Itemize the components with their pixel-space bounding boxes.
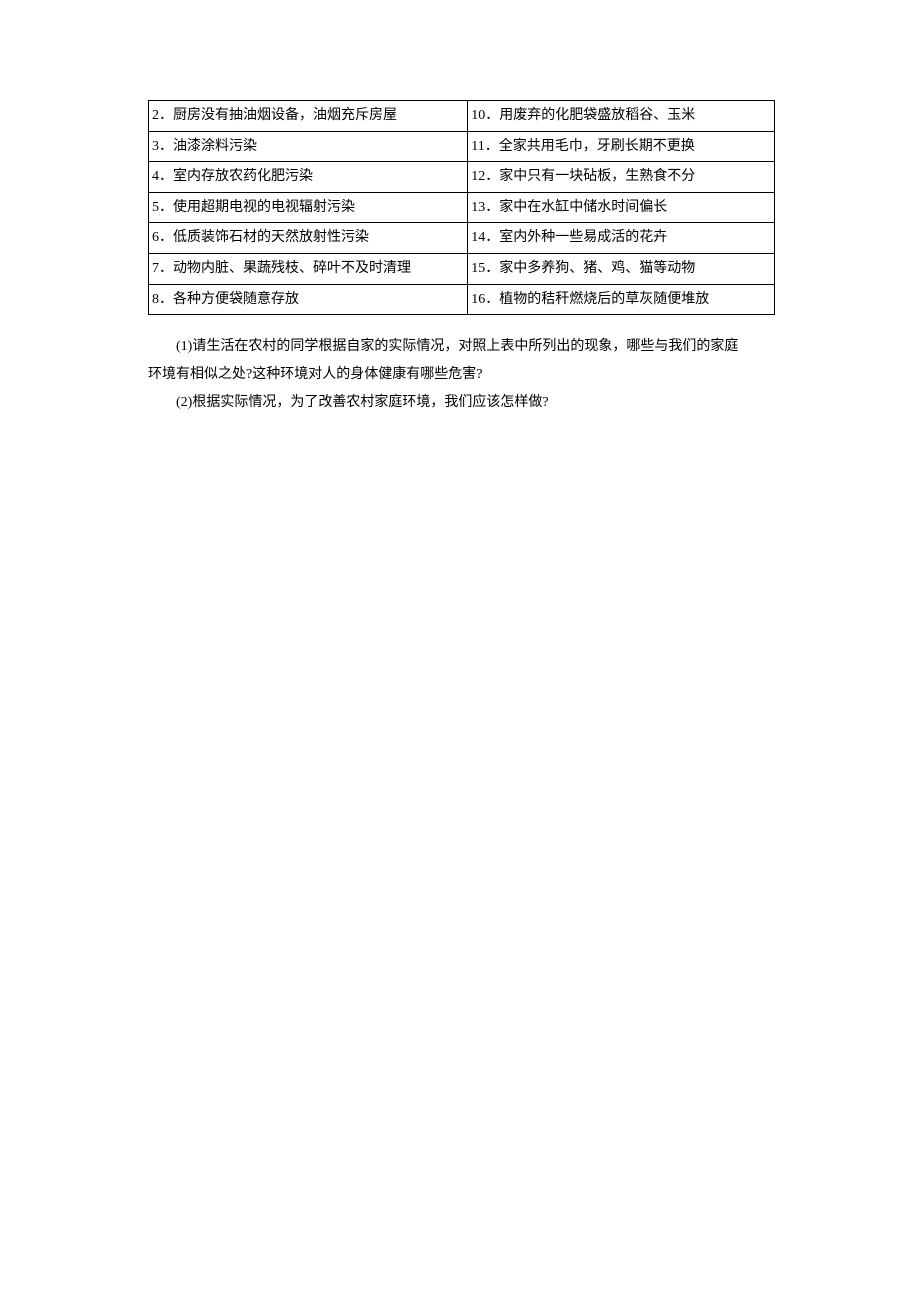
cell-right: 15．家中多养狗、猪、鸡、猫等动物: [468, 253, 775, 284]
phenomena-table: 2．厨房没有抽油烟设备，油烟充斥房屋 10．用废弃的化肥袋盛放稻谷、玉米 3．油…: [148, 100, 775, 315]
table-row: 4．室内存放农药化肥污染 12．家中只有一块砧板，生熟食不分: [149, 162, 775, 193]
cell-right: 10．用废弃的化肥袋盛放稻谷、玉米: [468, 101, 775, 132]
cell-right: 11．全家共用毛巾，牙刷长期不更换: [468, 131, 775, 162]
cell-left: 2．厨房没有抽油烟设备，油烟充斥房屋: [149, 101, 468, 132]
question-2: (2)根据实际情况，为了改善农村家庭环境，我们应该怎样做?: [148, 389, 775, 417]
cell-right: 12．家中只有一块砧板，生熟食不分: [468, 162, 775, 193]
table-row: 3．油漆涂料污染 11．全家共用毛巾，牙刷长期不更换: [149, 131, 775, 162]
cell-right: 13．家中在水缸中储水时间偏长: [468, 192, 775, 223]
cell-right: 16．植物的秸秆燃烧后的草灰随便堆放: [468, 284, 775, 315]
table-row: 5．使用超期电视的电视辐射污染 13．家中在水缸中储水时间偏长: [149, 192, 775, 223]
question-1-line1: (1)请生活在农村的同学根据自家的实际情况，对照上表中所列出的现象，哪些与我们的…: [148, 333, 775, 361]
cell-left: 4．室内存放农药化肥污染: [149, 162, 468, 193]
table-row: 6．低质装饰石材的天然放射性污染 14．室内外种一些易成活的花卉: [149, 223, 775, 254]
cell-left: 6．低质装饰石材的天然放射性污染: [149, 223, 468, 254]
cell-left: 3．油漆涂料污染: [149, 131, 468, 162]
cell-left: 5．使用超期电视的电视辐射污染: [149, 192, 468, 223]
cell-left: 8．各种方便袋随意存放: [149, 284, 468, 315]
table-row: 8．各种方便袋随意存放 16．植物的秸秆燃烧后的草灰随便堆放: [149, 284, 775, 315]
question-1-line2: 环境有相似之处?这种环境对人的身体健康有哪些危害?: [148, 361, 775, 389]
cell-left: 7．动物内脏、果蔬残枝、碎叶不及时清理: [149, 253, 468, 284]
page-content: 2．厨房没有抽油烟设备，油烟充斥房屋 10．用废弃的化肥袋盛放稻谷、玉米 3．油…: [0, 0, 920, 457]
table-row: 7．动物内脏、果蔬残枝、碎叶不及时清理 15．家中多养狗、猪、鸡、猫等动物: [149, 253, 775, 284]
cell-right: 14．室内外种一些易成活的花卉: [468, 223, 775, 254]
table-row: 2．厨房没有抽油烟设备，油烟充斥房屋 10．用废弃的化肥袋盛放稻谷、玉米: [149, 101, 775, 132]
